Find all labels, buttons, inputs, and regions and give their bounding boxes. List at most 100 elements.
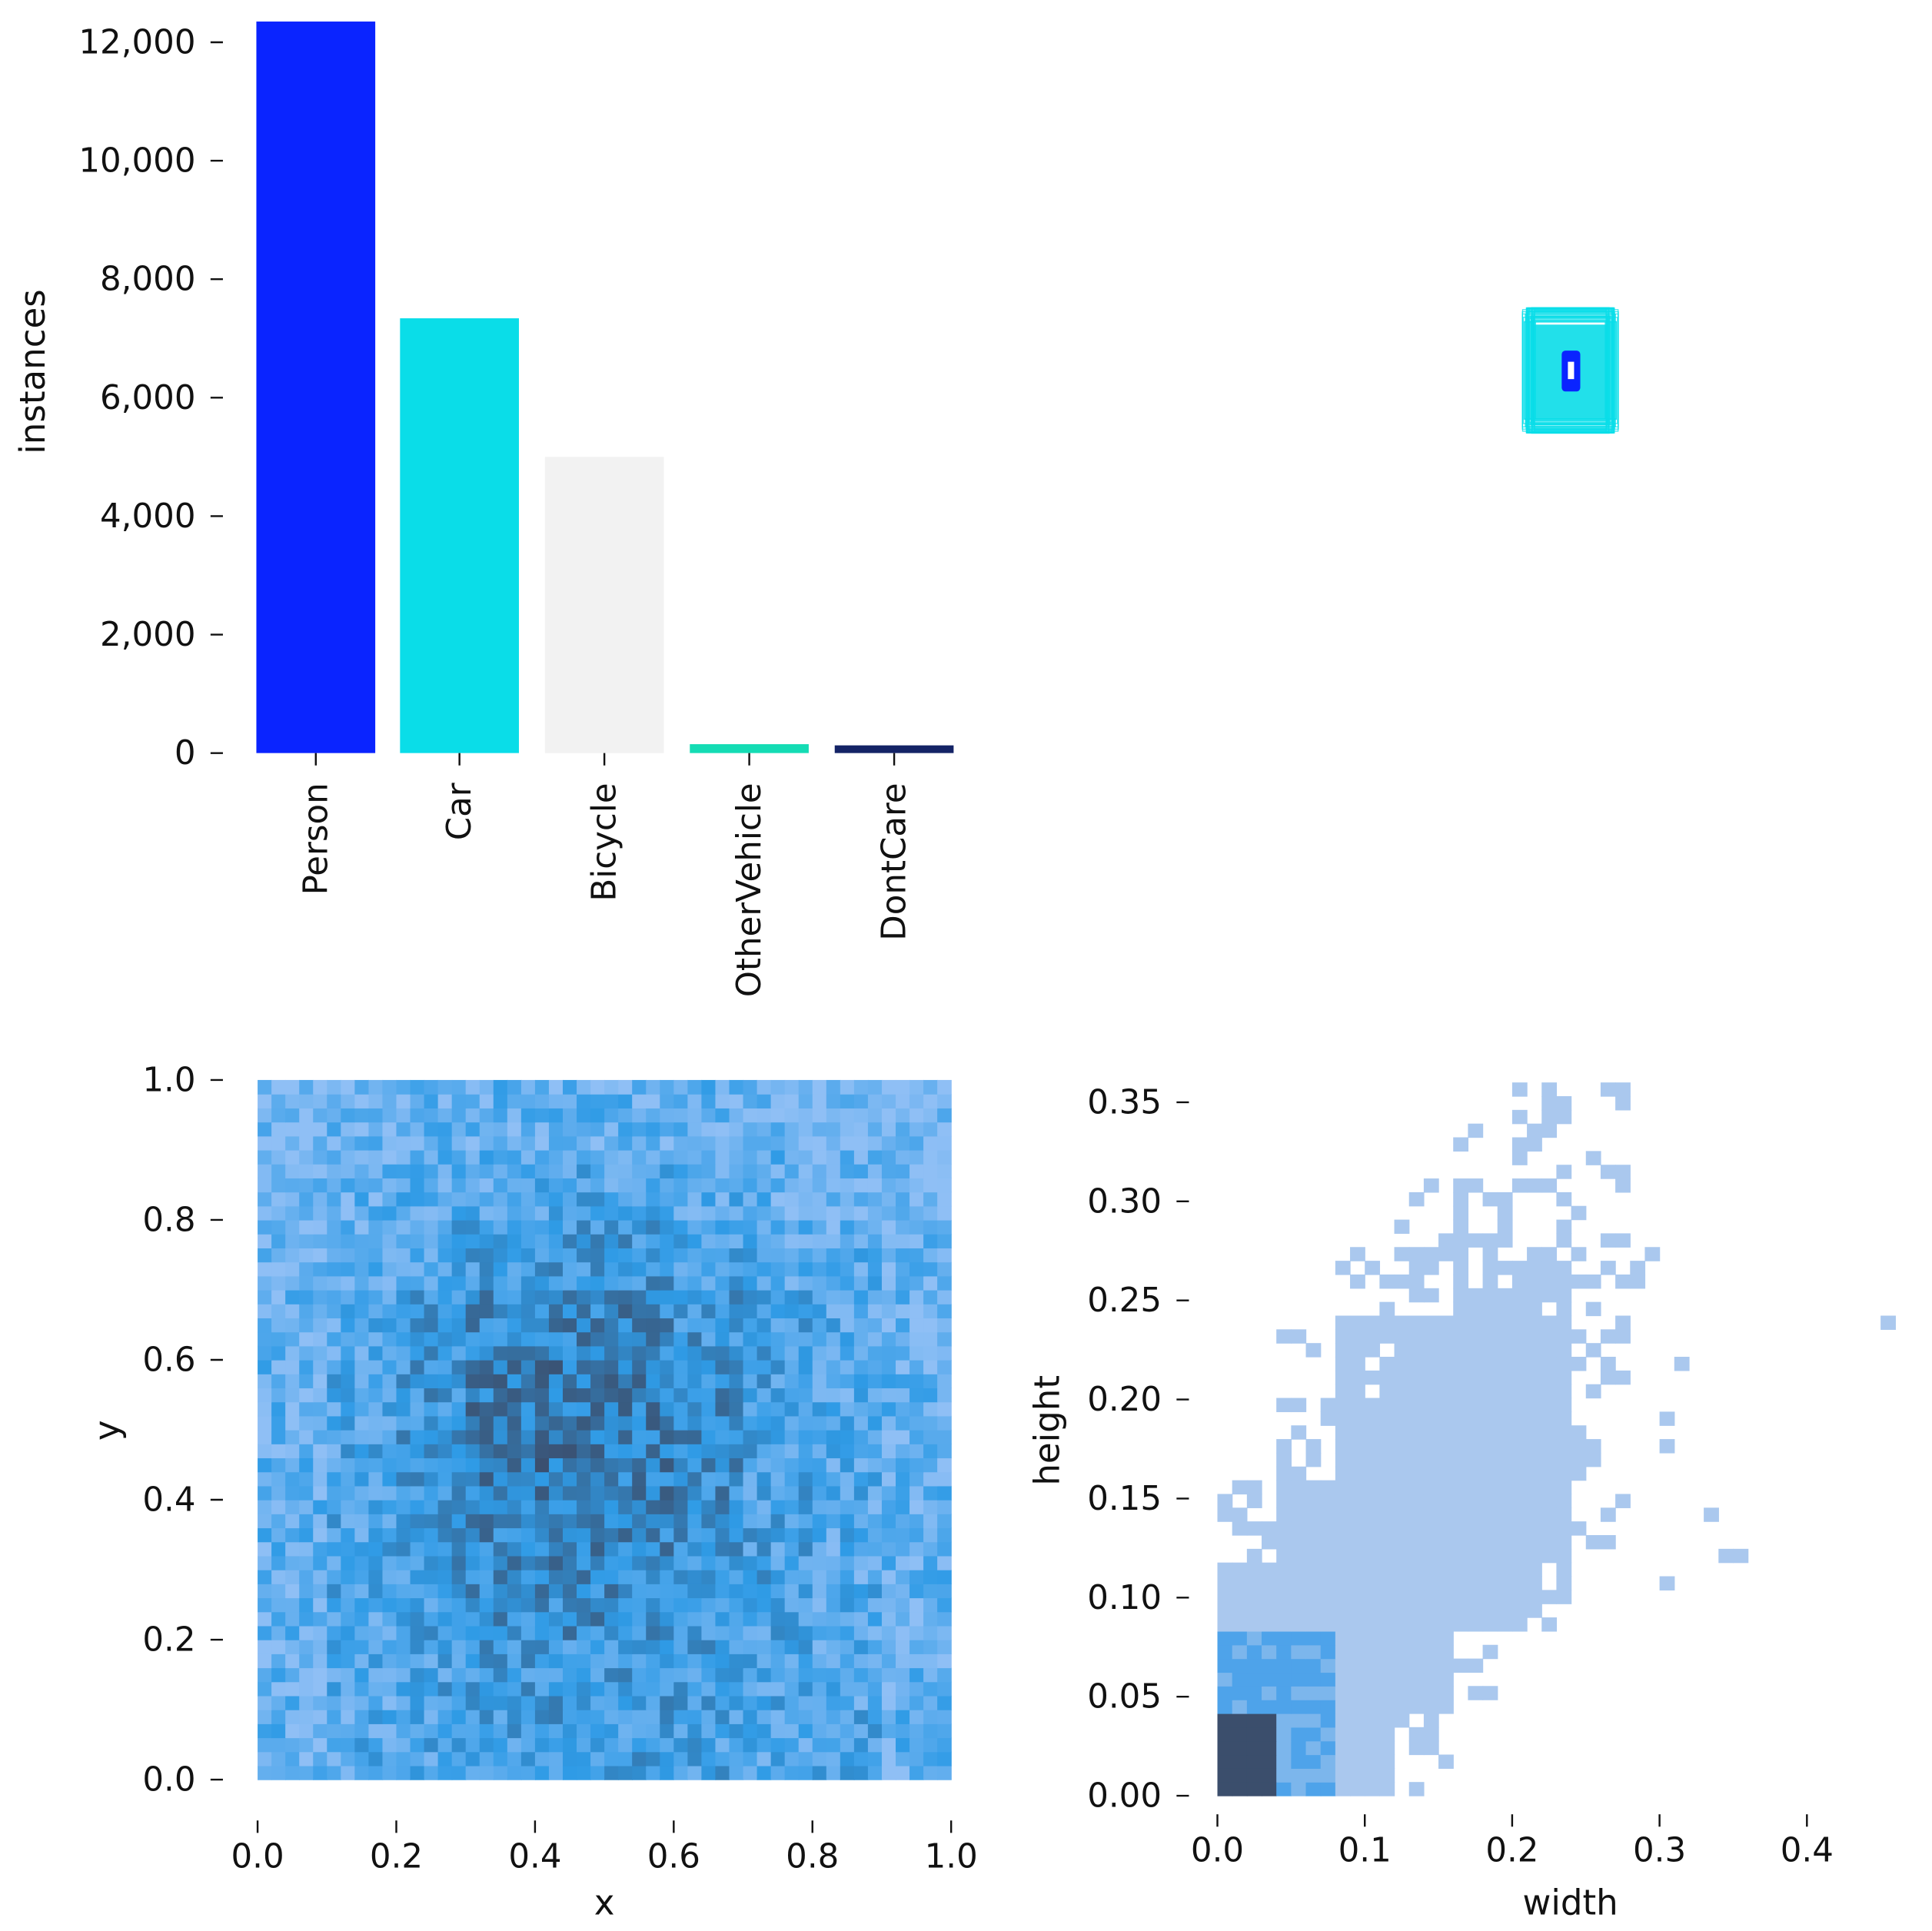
hist-cell: [548, 1401, 564, 1417]
hist-cell: [826, 1248, 841, 1263]
hist-cell: [673, 1471, 689, 1487]
hist-cell: [1468, 1329, 1484, 1344]
hist-cell: [451, 1723, 467, 1739]
hist-cell: [687, 1640, 703, 1654]
hist-cell: [507, 1248, 522, 1263]
hist-cell: [1320, 1782, 1336, 1796]
hist-cell: [548, 1234, 564, 1249]
hist-cell: [909, 1094, 924, 1108]
hist-cell: [327, 1094, 341, 1108]
bounding-box-overlay: [1521, 307, 1619, 434]
hist-cell: [867, 1331, 883, 1347]
hist-cell: [424, 1331, 439, 1347]
hist-cell: [701, 1261, 717, 1277]
hist-cell: [784, 1149, 800, 1165]
hist-cell: [1511, 1329, 1528, 1344]
hist-cell: [1468, 1604, 1484, 1618]
hist-cell: [715, 1765, 730, 1780]
hist-cell: [1438, 1658, 1454, 1673]
hist-cell: [1423, 1384, 1439, 1399]
hist-cell: [937, 1374, 952, 1389]
hist-cell: [1482, 1548, 1498, 1564]
hist-cell: [604, 1611, 619, 1627]
y-tick-label: 0.0: [142, 1761, 195, 1800]
hist-cell: [299, 1625, 314, 1640]
hist-cell: [687, 1388, 703, 1403]
hist-cell: [770, 1765, 786, 1780]
bar-othervehicle: [690, 744, 809, 753]
hist-cell: [687, 1164, 703, 1178]
hist-cell: [853, 1359, 869, 1374]
hist-cell: [1276, 1727, 1292, 1742]
hist-cell: [826, 1261, 841, 1277]
hist-cell: [507, 1611, 522, 1627]
hist-cell: [1571, 1205, 1587, 1221]
hist-cell: [784, 1359, 800, 1374]
hist-cell: [1423, 1452, 1439, 1467]
hist-cell: [687, 1765, 703, 1780]
hist-cell: [660, 1710, 674, 1724]
hist-cell: [382, 1541, 397, 1557]
hist-cell: [465, 1108, 481, 1123]
hist-cell: [1305, 1700, 1322, 1714]
hist-cell: [562, 1500, 577, 1514]
hist-cell: [770, 1653, 786, 1669]
hist-cell: [577, 1597, 591, 1613]
hist-cell: [313, 1164, 328, 1178]
hist-cell: [812, 1275, 827, 1291]
hist-cell: [729, 1611, 744, 1627]
hist-cell: [853, 1122, 869, 1137]
hist-cell: [1556, 1109, 1572, 1125]
hist-cell: [520, 1415, 536, 1431]
hist-cell: [881, 1640, 896, 1654]
hist-cell: [743, 1485, 758, 1501]
hist-cell: [1423, 1686, 1439, 1700]
hist-cell: [853, 1555, 869, 1570]
hist-cell: [1335, 1439, 1351, 1454]
hist-cell: [1320, 1604, 1336, 1618]
hist-cell: [534, 1304, 550, 1319]
hist-cell: [258, 1584, 272, 1599]
hist-cell: [562, 1388, 577, 1403]
hist-cell: [1527, 1274, 1542, 1289]
hist-cell: [618, 1192, 633, 1207]
hist-cell: [1497, 1452, 1513, 1467]
hist-cell: [465, 1541, 481, 1557]
hist-cell: [937, 1541, 952, 1557]
hist-cell: [770, 1135, 786, 1151]
hist-cell: [1527, 1494, 1542, 1508]
hist-cell: [618, 1611, 633, 1627]
hist-cell: [770, 1584, 786, 1599]
hist-cell: [896, 1079, 910, 1095]
hist-cell: [1482, 1192, 1498, 1207]
hist-cell: [1541, 1357, 1558, 1371]
hist-cell: [493, 1275, 508, 1291]
hist-cell: [770, 1640, 786, 1654]
hist-cell: [424, 1444, 439, 1459]
hist-cell: [562, 1401, 577, 1417]
hist-cell: [548, 1261, 564, 1277]
hist-cell: [729, 1737, 744, 1753]
hist-cell: [548, 1640, 564, 1654]
hist-cell: [271, 1275, 286, 1291]
hist-cell: [1379, 1644, 1395, 1660]
hist-cell: [507, 1108, 522, 1123]
hist-cell: [548, 1275, 564, 1291]
hist-cell: [1379, 1590, 1395, 1604]
hist-cell: [1394, 1357, 1410, 1371]
hist-cell: [937, 1192, 952, 1207]
hist-cell: [729, 1079, 744, 1095]
hist-cell: [1497, 1398, 1513, 1413]
hist-cell: [798, 1723, 813, 1739]
hist-cell: [867, 1388, 883, 1403]
hist-cell: [341, 1079, 356, 1095]
hist-cell: [1335, 1466, 1351, 1481]
hist-cell: [923, 1275, 938, 1291]
hist-cell: [923, 1415, 938, 1431]
hist-cell: [451, 1597, 467, 1613]
hist-cell: [341, 1108, 356, 1123]
hist-cell: [909, 1135, 924, 1151]
hist-cell: [604, 1710, 619, 1724]
hist-cell: [743, 1667, 758, 1683]
hist-cell: [1394, 1521, 1410, 1536]
